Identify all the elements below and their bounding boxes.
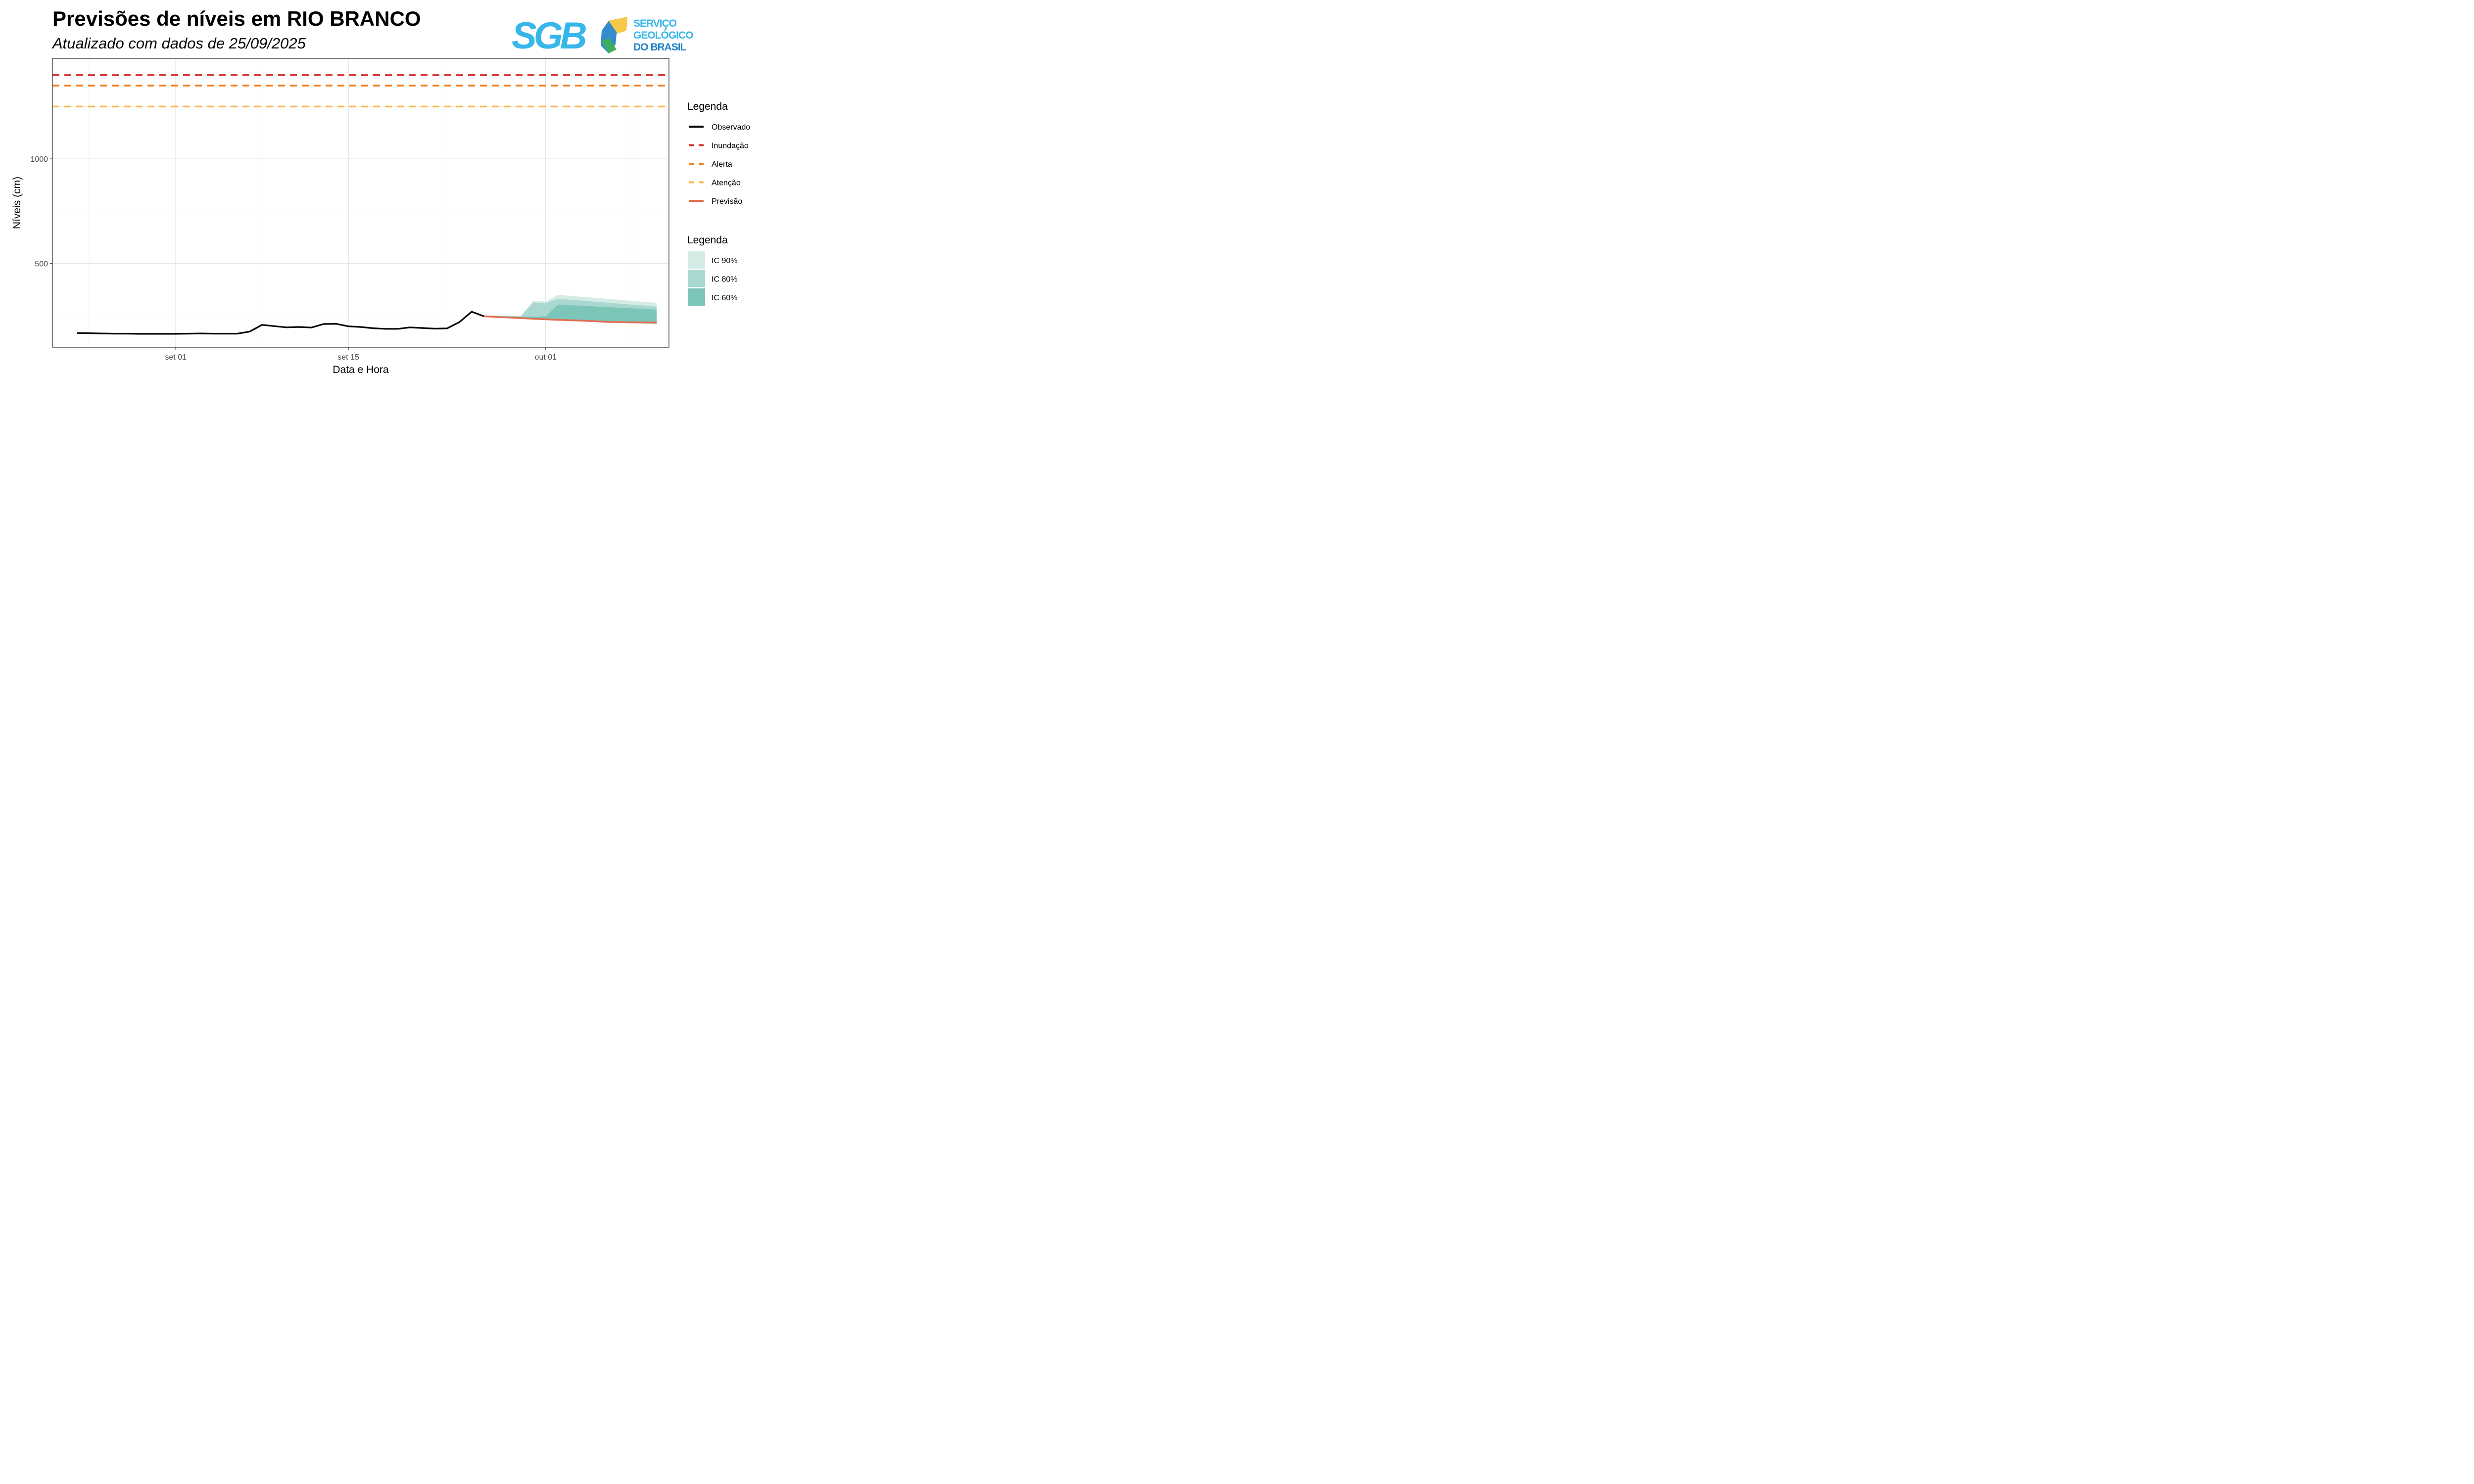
- y-axis-title: Níveis (cm): [11, 177, 23, 229]
- x-axis-title: Data e Hora: [333, 364, 389, 375]
- y-tick-label: 1000: [30, 155, 48, 164]
- legend-label: Inundação: [712, 142, 749, 150]
- legend-label: Atenção: [712, 179, 741, 187]
- plot-border: [52, 58, 669, 348]
- chart-title: Previsões de níveis em RIO BRANCO: [52, 7, 421, 30]
- legend-key-swatch: [688, 251, 705, 269]
- series-lines: [77, 311, 657, 335]
- legend-label: Previsão: [712, 197, 742, 206]
- x-tick-label: set 01: [165, 353, 187, 362]
- legend-label: IC 80%: [712, 276, 737, 284]
- legend-label: Observado: [712, 123, 750, 132]
- logo-hexagon-green: [602, 39, 617, 53]
- x-tick-label: out 01: [535, 353, 557, 362]
- legend-label: IC 60%: [712, 294, 737, 302]
- legend-intervals: Legenda IC 90% IC 80% IC 60%: [687, 234, 737, 306]
- forecast-line: [484, 315, 657, 324]
- logo-line-1: SERVIÇO: [633, 18, 677, 29]
- logo-mark: SGB: [512, 15, 586, 57]
- x-tick-label: set 15: [337, 353, 359, 362]
- observed-line: [77, 311, 484, 335]
- level-chart: set 01 set 15 out 01 500 1000 Data e Hora N…: [11, 58, 750, 375]
- logo-line-3: DO BRASIL: [633, 42, 687, 53]
- chart-subtitle: Atualizado com dados de 25/09/2025: [52, 35, 306, 52]
- threshold-lines: [52, 74, 669, 108]
- legend-key-swatch: [688, 270, 705, 287]
- confidence-bands: [484, 295, 657, 325]
- legend-label: Alerta: [712, 160, 732, 169]
- logo-hexagon-yellow: [609, 17, 627, 34]
- plot-frame: [52, 58, 669, 348]
- x-axis: set 01 set 15 out 01: [165, 347, 557, 362]
- legend-title: Legenda: [687, 234, 728, 246]
- legend-key-swatch: [688, 288, 705, 306]
- band-ic-60-: [484, 304, 657, 324]
- grid-major: [52, 58, 669, 347]
- legend-title: Legenda: [687, 101, 728, 112]
- legend-lines: Legenda Observado Inundação Alerta Atenção Pr…: [687, 101, 750, 206]
- logo-line-2: GEOLÓGICO: [633, 29, 693, 41]
- y-tick-label: 500: [35, 260, 48, 269]
- legend-label: IC 90%: [712, 257, 737, 265]
- y-axis: 500 1000: [30, 155, 52, 269]
- sgb-logo: SGB SERVIÇO GEOLÓGICO DO BRASIL: [512, 15, 694, 57]
